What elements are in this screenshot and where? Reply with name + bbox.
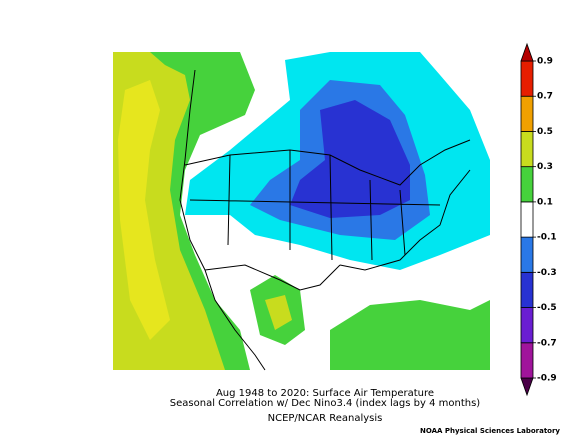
colorbar-tick-label: -0.3 (537, 268, 557, 278)
region-strong-negative (290, 100, 410, 218)
colorbar-tick-label: 0.9 (537, 57, 553, 67)
colorbar-tick-label: 0.7 (537, 92, 553, 102)
caption-line: Aug 1948 to 2020: Surface Air Temperatur… (216, 388, 434, 399)
colorbar-tick-label: 0.3 (537, 162, 553, 172)
credit: NOAA Physical Sciences Laboratory (420, 427, 560, 435)
colorbar-tick-label: -0.7 (537, 338, 557, 348)
colorbar-segment (520, 307, 534, 344)
colorbar-segment (520, 236, 534, 273)
coastline-east (339, 169, 471, 271)
border-us-mexico (204, 264, 341, 291)
border-canada-us (184, 139, 471, 186)
colorbar-segment (520, 131, 534, 168)
colorbar-segment (520, 342, 534, 379)
colorbar-segment (520, 95, 534, 132)
colorbar-triangle (520, 377, 534, 397)
region-caribbean (330, 300, 490, 370)
region-yellow-core (118, 80, 170, 340)
colorbar-tick-label: 0.1 (537, 197, 553, 207)
colorbar-tick-label: -0.5 (537, 303, 557, 313)
colorbar: -0.9 -0.7 -0.5 -0.3 -0.1 0.1 0.3 0.5 0.7 0.9 (520, 42, 557, 397)
region-south-core (265, 295, 292, 330)
colorbar-segment (520, 201, 534, 238)
colorbar-triangle (520, 42, 534, 62)
borders (179, 69, 471, 371)
coastline-west (179, 69, 266, 371)
caption-line: NCEP/NCAR Reanalysis (268, 413, 383, 424)
colorbar-tick-label: -0.1 (537, 233, 557, 243)
colorbar-segment (520, 60, 534, 97)
colorbar-tick-label: 0.5 (537, 127, 553, 137)
colorbar-tick-label: -0.9 (537, 374, 557, 384)
map (113, 52, 490, 371)
caption-line: Seasonal Correlation w/ Dec Nino3.4 (ind… (170, 398, 480, 409)
colorbar-segment (520, 166, 534, 203)
state-lines (189, 150, 441, 261)
colorbar-segment (520, 271, 534, 308)
